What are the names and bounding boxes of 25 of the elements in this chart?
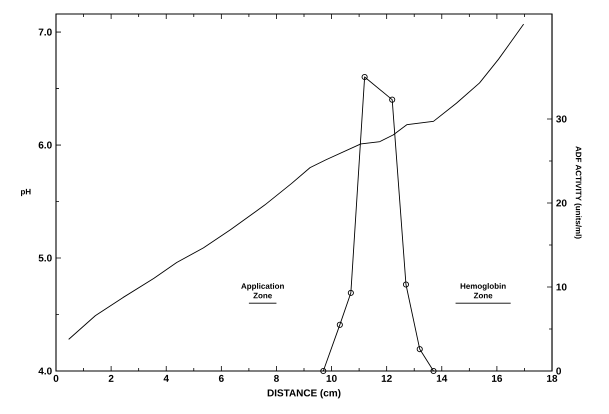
point xyxy=(336,322,343,328)
x-tick-label: 6 xyxy=(218,374,224,382)
point xyxy=(348,290,354,296)
point xyxy=(389,96,396,103)
x-tick-label: 16 xyxy=(492,374,502,382)
x-tick-label: 14 xyxy=(436,374,448,382)
y2-tick-label: 30 xyxy=(556,115,567,123)
point xyxy=(362,74,368,80)
y-tick-label: 4.0 xyxy=(38,367,52,375)
x-tick-label: 0 xyxy=(54,374,58,382)
point xyxy=(416,346,423,352)
x-tick-label: 10 xyxy=(326,374,337,382)
x-tick-label: 2 xyxy=(108,374,114,382)
y2-tick-label: 20 xyxy=(556,199,567,207)
x-tick-label: 4 xyxy=(164,374,169,382)
x-tick-label: 12 xyxy=(382,374,392,382)
point xyxy=(402,281,410,288)
x-tick-label: 8 xyxy=(274,374,279,382)
y-tick-label: 5.0 xyxy=(38,254,52,262)
y-tick-label: 7.0 xyxy=(38,28,52,36)
y2-tick-label: 10 xyxy=(556,283,567,291)
x-axis-title: DISTANCE (cm) xyxy=(268,389,340,398)
y-tick-label: 6.0 xyxy=(38,142,52,149)
x-tick-label: 18 xyxy=(547,374,558,382)
y2-tick-label: 0 xyxy=(556,367,562,375)
